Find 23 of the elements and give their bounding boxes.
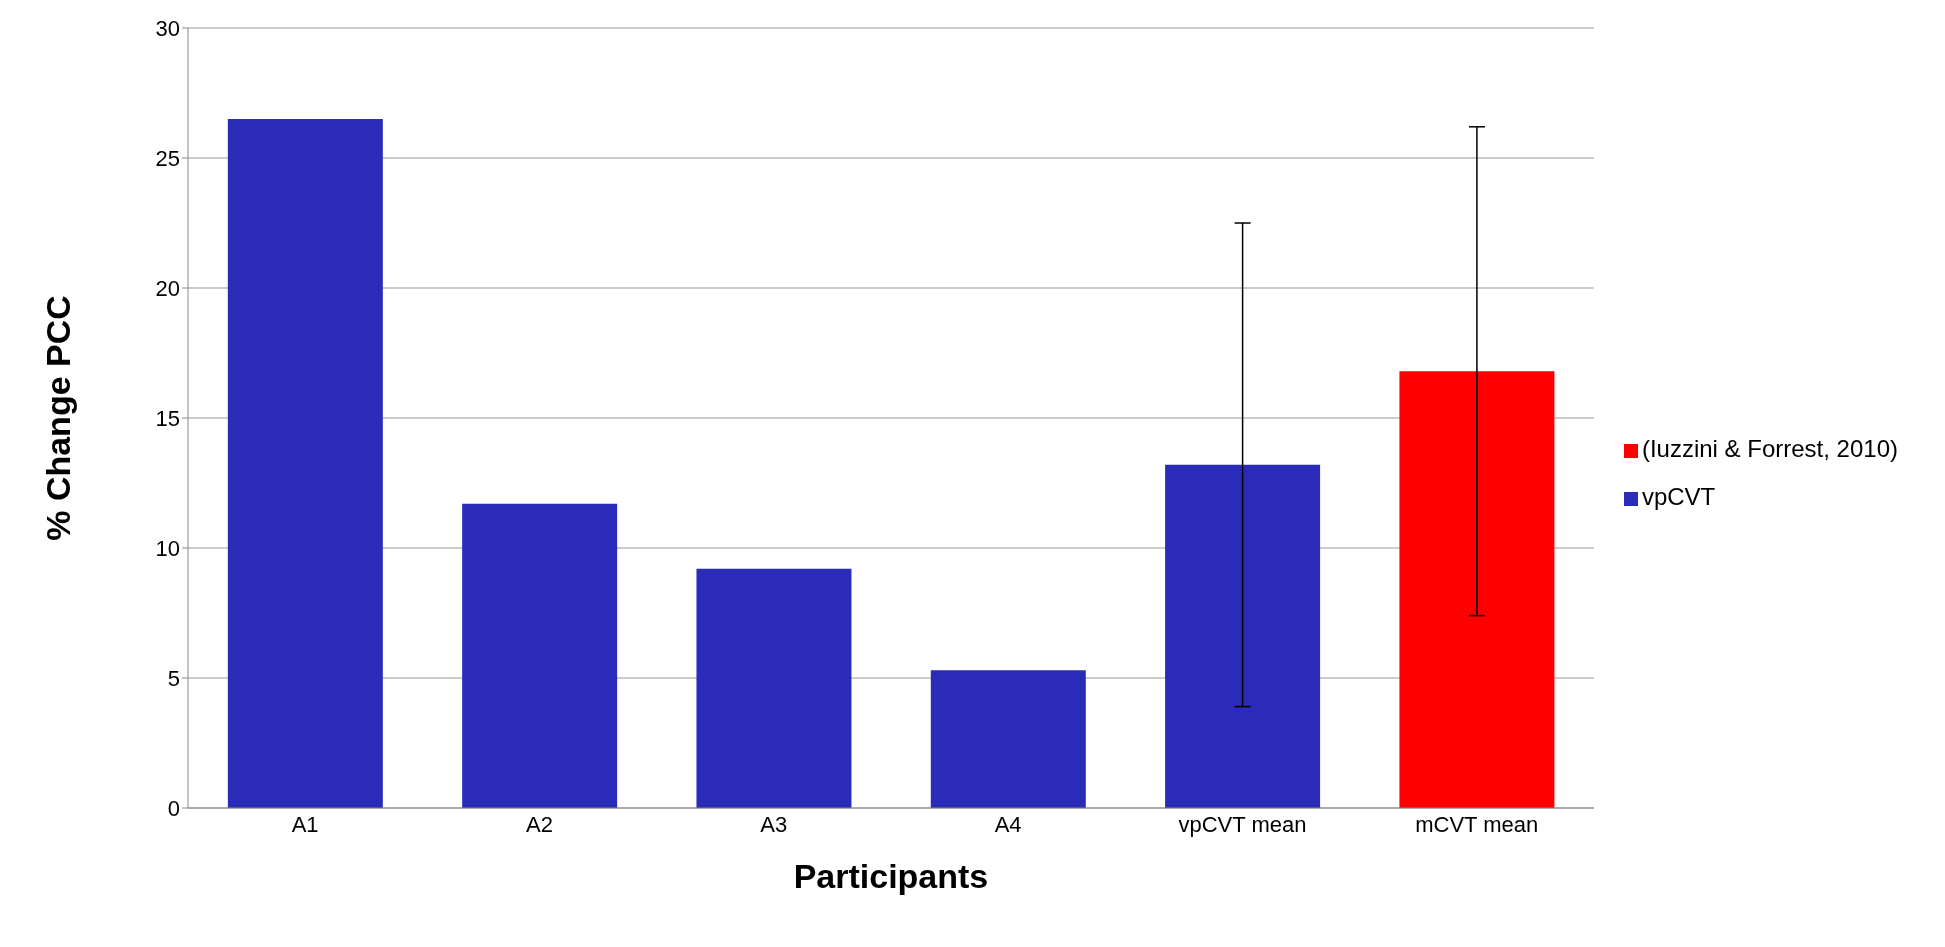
y-tick-label: 0 (167, 795, 180, 821)
y-tick-label: 15 (155, 405, 180, 431)
y-tick-label: 30 (155, 15, 180, 41)
bar (227, 119, 383, 808)
x-tick-label: mCVT mean (1415, 811, 1539, 837)
x-tick-label: A3 (760, 811, 788, 837)
y-tick-label: 5 (167, 665, 180, 691)
x-tick-label: A4 (994, 811, 1022, 837)
y-tick-label: 10 (155, 535, 180, 561)
bar (462, 503, 618, 808)
legend-label: (Iuzzini & Forrest, 2010) (1641, 435, 1898, 462)
y-tick-label: 20 (155, 275, 180, 301)
y-axis-title: % Change PCC (39, 295, 78, 541)
bar (1399, 371, 1555, 808)
bar (696, 568, 852, 808)
y-tick-label: 25 (155, 145, 180, 171)
x-tick-label: A2 (526, 811, 553, 837)
x-axis-title: Participants (793, 857, 989, 895)
x-tick-label: vpCVT mean (1178, 811, 1307, 837)
legend-label: vpCVT (1641, 483, 1716, 510)
bar (930, 670, 1086, 808)
x-tick-label: A1 (291, 811, 319, 837)
bar (1165, 464, 1321, 808)
